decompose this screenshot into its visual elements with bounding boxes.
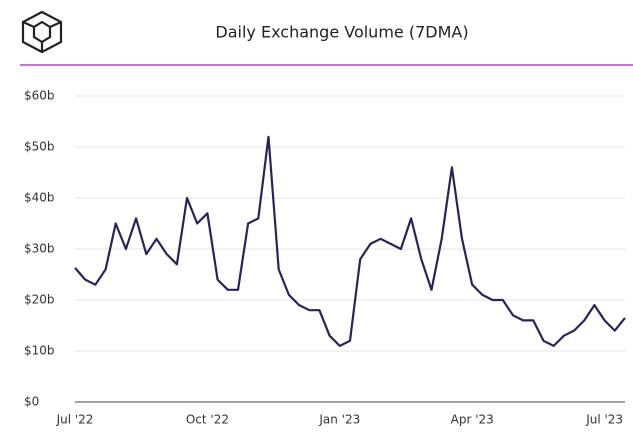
logo — [21, 10, 63, 54]
y-tick-label: $50b — [24, 140, 55, 154]
y-tick-label: $10b — [24, 344, 55, 358]
y-tick-label: $40b — [24, 191, 55, 205]
x-tick-label: Jul '23 — [585, 413, 623, 427]
x-tick-label: Jan '23 — [318, 413, 360, 427]
x-tick-label: Oct '22 — [186, 413, 229, 427]
y-tick-label: $60b — [24, 89, 55, 103]
line-series — [74, 135, 626, 347]
y-tick-label: $30b — [24, 242, 55, 256]
x-tick-label: Apr '23 — [451, 413, 494, 427]
y-tick-label: $20b — [24, 293, 55, 307]
y-tick-label: $0 — [24, 395, 39, 409]
x-tick-label: Jul '22 — [56, 413, 94, 427]
chart-title: Daily Exchange Volume (7DMA) — [215, 23, 468, 42]
